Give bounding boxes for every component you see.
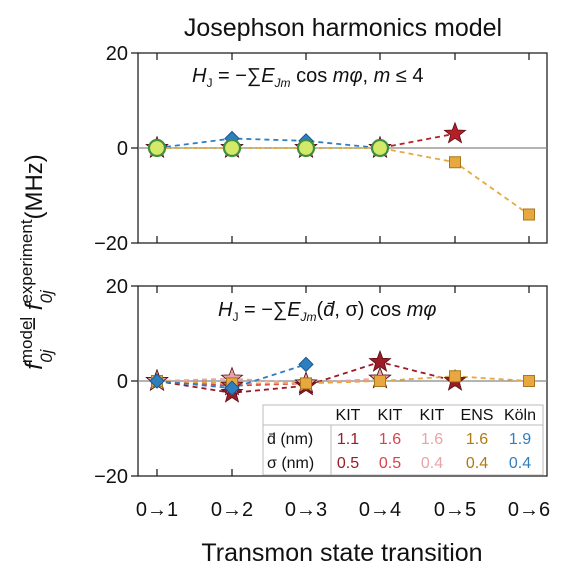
y-axis-label: fmodel0j − fexperiment0j (MHz) xyxy=(17,154,56,370)
bottom-data-point xyxy=(523,375,535,387)
top-data-point xyxy=(443,121,467,144)
table-cell: 1.9 xyxy=(509,431,531,448)
svg-text:fmodel0j − fexperiment0j (MHz): fmodel0j − fexperiment0j (MHz) xyxy=(17,154,56,370)
x-axis-label: Transmon state transition xyxy=(201,539,482,567)
top-series-line xyxy=(157,147,530,216)
top-data-point xyxy=(370,138,390,158)
bottom-data-point xyxy=(298,356,314,373)
bottom-series-layer xyxy=(145,349,535,403)
parameter-table: KIT KIT KIT ENS Köln d̄ (nm) 1.1 1.6 1.6 1.6 1.9 σ … xyxy=(262,404,544,476)
table-row-label: d̄ (nm) xyxy=(267,431,313,448)
x-tick-label: 0→5 xyxy=(434,499,476,521)
x-tick-label: 0→4 xyxy=(359,499,401,521)
table-cell: 0.4 xyxy=(421,455,443,472)
top-series-layer xyxy=(145,121,535,221)
table-cell: 1.6 xyxy=(421,431,443,448)
bottom-data-point xyxy=(449,370,461,383)
top-data-point xyxy=(296,138,316,158)
table-cell: 1.6 xyxy=(466,431,488,448)
bottom-ytick-20: 20 xyxy=(106,276,128,298)
table-header: KIT xyxy=(378,407,403,424)
table-cell: 0.5 xyxy=(379,455,401,472)
top-data-point xyxy=(222,138,242,158)
x-tick-label: 0→2 xyxy=(211,499,253,521)
bottom-data-point xyxy=(300,377,312,390)
bottom-series-line xyxy=(156,361,456,394)
y-ticks xyxy=(131,52,138,477)
table-cell: 0.4 xyxy=(509,455,531,472)
x-tick-label: 0→6 xyxy=(508,499,550,521)
table-header: KIT xyxy=(420,407,445,424)
top-ytick-neg20: −20 xyxy=(94,233,128,255)
table-cell: 1.1 xyxy=(337,431,359,448)
table-background xyxy=(262,404,544,476)
bottom-series-line xyxy=(156,377,381,387)
chart-title: Josephson harmonics model xyxy=(184,14,502,42)
table-header: ENS xyxy=(461,407,494,424)
table-row-label: σ (nm) xyxy=(267,455,314,472)
bottom-series-line xyxy=(156,375,530,385)
top-data-point xyxy=(449,156,461,169)
top-data-point xyxy=(147,138,167,158)
x-ticks: 0→1 0→2 0→3 0→4 0→5 0→6 xyxy=(136,53,550,521)
x-tick-label: 0→3 xyxy=(285,499,327,521)
bottom-ytick-0: 0 xyxy=(117,371,128,393)
bottom-data-point xyxy=(149,373,165,389)
table-cell: 0.5 xyxy=(337,455,359,472)
table-header: Köln xyxy=(504,407,536,424)
table-cell: 1.6 xyxy=(379,431,401,448)
bottom-ytick-neg20: −20 xyxy=(94,466,128,488)
top-ytick-0: 0 xyxy=(117,138,128,160)
top-equation: HJ = −∑EJm cos mφ, m ≤ 4 xyxy=(192,65,424,90)
bottom-series-line xyxy=(156,377,381,385)
bottom-data-point xyxy=(374,375,386,387)
table-cell: 0.4 xyxy=(466,455,488,472)
x-tick-label: 0→1 xyxy=(136,499,178,521)
top-ytick-20: 20 xyxy=(106,43,128,65)
bottom-data-point xyxy=(224,380,240,396)
table-header: KIT xyxy=(336,407,361,424)
bottom-equation: HJ = −∑EJm(d̄, σ) cos mφ xyxy=(218,299,436,324)
top-data-point xyxy=(523,208,535,221)
top-series-line xyxy=(156,137,381,149)
